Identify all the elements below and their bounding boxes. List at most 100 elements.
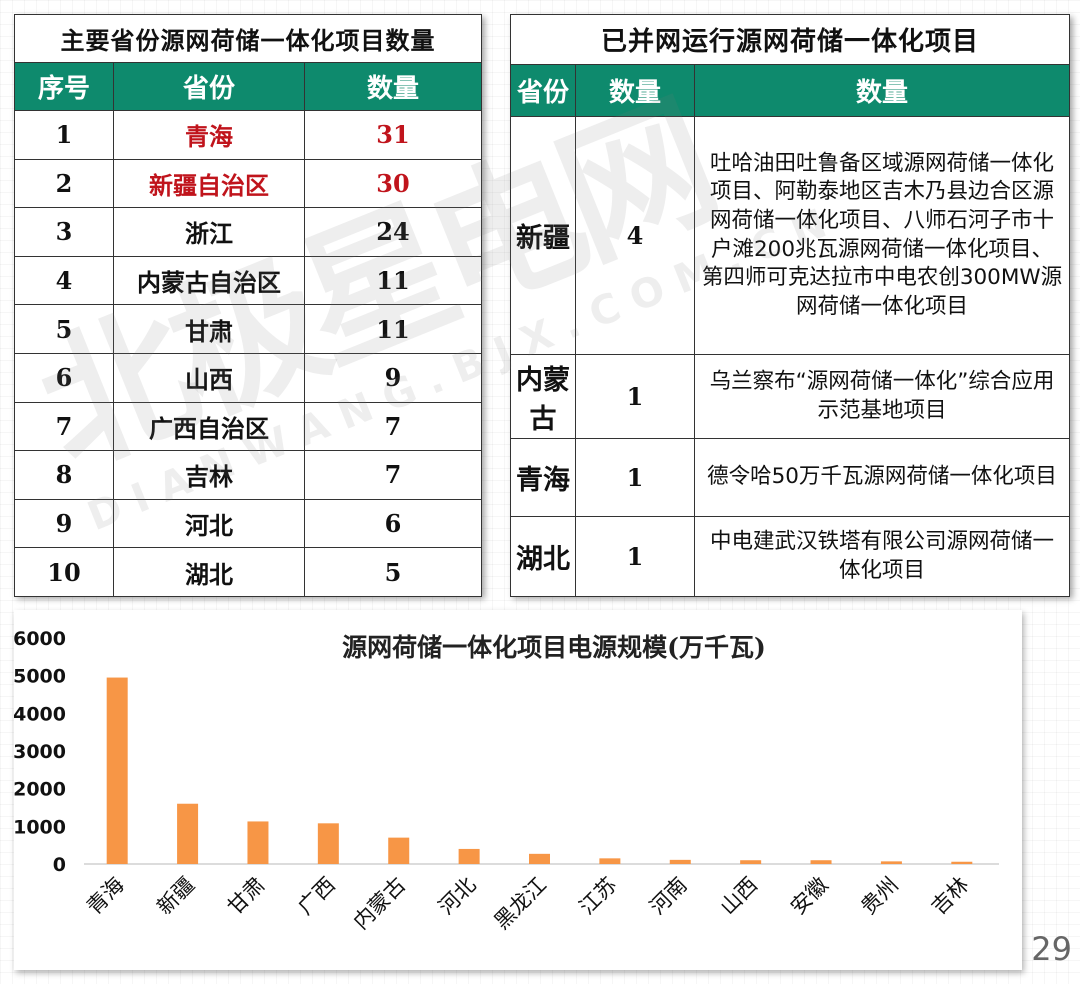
province-project-count-table: 主要省份源网荷储一体化项目数量 序号 省份 数量 1 青海 31 2 新疆自治区 30 3 浙… (14, 14, 482, 597)
y-tick-label: 1000 (14, 816, 66, 838)
y-tick-label: 6000 (14, 628, 66, 650)
table1-row: 7 广西自治区 7 (14, 401, 482, 452)
row-count: 7 (304, 401, 482, 452)
row-count: 30 (304, 158, 482, 209)
power-scale-bar-chart: 源网荷储一体化项目电源规模(万千瓦) 6000 5000 4000 3000 2000 10… (13, 628, 999, 935)
row-province: 内蒙古 (510, 354, 576, 439)
row-project-list: 吐哈油田吐鲁备区域源网荷储一体化项目、阿勒泰地区吉木乃县边合区源网荷储一体化项目… (694, 116, 1070, 355)
x-tick-label: 河南 (645, 873, 692, 920)
row-province: 湖北 (113, 547, 305, 597)
bar (740, 860, 762, 864)
table2-row: 新疆 4 吐哈油田吐鲁备区域源网荷储一体化项目、阿勒泰地区吉木乃县边合区源网荷储一体… (510, 116, 1070, 355)
row-number: 5 (14, 304, 114, 354)
row-number: 7 (14, 401, 114, 452)
row-number: 1 (14, 110, 114, 160)
province-project-count-panel: 主要省份源网荷储一体化项目数量 序号 省份 数量 1 青海 31 2 新疆自治区 30 3 浙… (14, 14, 482, 597)
bar (880, 861, 902, 864)
bar (106, 677, 128, 864)
page-number: 29 (1031, 930, 1072, 968)
bar (177, 803, 199, 864)
table1-row: 6 山西 9 (14, 352, 482, 403)
table2-title: 已并网运行源网荷储一体化项目 (510, 14, 1070, 65)
x-tick-label: 广西 (293, 873, 340, 920)
table2-header-desc: 数量 (694, 64, 1070, 117)
row-province: 内蒙古自治区 (113, 255, 305, 306)
row-province: 青海 (113, 110, 305, 160)
row-project-list: 乌兰察布“源网荷储一体化”综合应用示范基地项目 (694, 354, 1070, 439)
bar (458, 848, 480, 864)
row-project-list: 德令哈50万千瓦源网荷储一体化项目 (694, 438, 1070, 517)
x-tick-label: 贵州 (856, 873, 903, 920)
x-tick-label: 河北 (434, 873, 481, 920)
row-number: 10 (14, 547, 114, 597)
bar (388, 837, 410, 864)
y-tick-label: 4000 (14, 703, 66, 725)
row-count: 9 (304, 352, 482, 403)
table1-header-province: 省份 (113, 62, 305, 111)
row-number: 9 (14, 498, 114, 549)
x-tick-label: 安徽 (786, 873, 833, 920)
x-tick-label: 山西 (716, 873, 763, 920)
row-count: 4 (575, 116, 695, 355)
table1-row: 2 新疆自治区 30 (14, 158, 482, 209)
bar (951, 861, 973, 864)
table1-row: 1 青海 31 (14, 110, 482, 160)
row-count: 1 (575, 354, 695, 439)
chart-title: 源网荷储一体化项目电源规模(万千瓦) (342, 633, 766, 662)
table2-row: 湖北 1 中电建武汉铁塔有限公司源网荷储一体化项目 (510, 516, 1070, 597)
grid-connected-projects-table: 已并网运行源网荷储一体化项目 省份 数量 数量 新疆 4 吐哈油田吐鲁备区域源网荷储… (510, 14, 1070, 597)
table1-row: 9 河北 6 (14, 498, 482, 549)
row-province: 甘肃 (113, 304, 305, 354)
power-scale-chart-panel: 源网荷储一体化项目电源规模(万千瓦) 6000 5000 4000 3000 2000 10… (13, 610, 1022, 970)
bar (669, 859, 691, 864)
row-number: 4 (14, 255, 114, 306)
row-number: 3 (14, 207, 114, 257)
table2-header-province: 省份 (510, 64, 576, 117)
y-tick-label: 2000 (14, 779, 66, 801)
row-count: 24 (304, 207, 482, 257)
bar (529, 853, 550, 864)
table1-row: 3 浙江 24 (14, 207, 482, 257)
x-tick-label: 江苏 (575, 873, 622, 920)
table1-title: 主要省份源网荷储一体化项目数量 (14, 14, 482, 63)
row-province: 新疆 (510, 116, 576, 355)
table1-row: 10 湖北 5 (14, 547, 482, 597)
y-tick-label: 3000 (14, 741, 66, 763)
table1-row: 8 吉林 7 (14, 450, 482, 500)
table2-row: 青海 1 德令哈50万千瓦源网荷储一体化项目 (510, 438, 1070, 517)
x-tick-label: 甘肃 (223, 873, 270, 920)
row-count: 7 (304, 450, 482, 500)
row-number: 2 (14, 158, 114, 209)
row-count: 5 (304, 547, 482, 597)
bar (317, 823, 339, 864)
table2-row: 内蒙古 1 乌兰察布“源网荷储一体化”综合应用示范基地项目 (510, 354, 1070, 439)
x-tick-label: 吉林 (927, 873, 974, 920)
row-province: 广西自治区 (113, 401, 305, 452)
table2-header-count: 数量 (575, 64, 695, 117)
row-number: 8 (14, 450, 114, 500)
row-count: 6 (304, 498, 482, 549)
row-province: 新疆自治区 (113, 158, 305, 209)
row-count: 11 (304, 304, 482, 354)
row-count: 11 (304, 255, 482, 306)
x-tick-label: 新疆 (152, 873, 199, 920)
row-province: 浙江 (113, 207, 305, 257)
x-tick-label: 黑龙江 (490, 873, 552, 935)
row-province: 湖北 (510, 516, 576, 597)
row-province: 山西 (113, 352, 305, 403)
bar (247, 821, 269, 864)
row-province: 河北 (113, 498, 305, 549)
y-tick-label: 5000 (14, 666, 66, 688)
row-count: 1 (575, 438, 695, 517)
row-project-list: 中电建武汉铁塔有限公司源网荷储一体化项目 (694, 516, 1070, 597)
bar (599, 858, 621, 864)
row-count: 31 (304, 110, 482, 160)
row-count: 1 (575, 516, 695, 597)
row-province: 青海 (510, 438, 576, 517)
table1-header-no: 序号 (14, 62, 114, 111)
row-province: 吉林 (113, 450, 305, 500)
grid-connected-projects-panel: 已并网运行源网荷储一体化项目 省份 数量 数量 新疆 4 吐哈油田吐鲁备区域源网荷储… (510, 14, 1070, 597)
table1-row: 4 内蒙古自治区 11 (14, 255, 482, 306)
table1-row: 5 甘肃 11 (14, 304, 482, 354)
y-tick-label: 0 (53, 854, 66, 876)
